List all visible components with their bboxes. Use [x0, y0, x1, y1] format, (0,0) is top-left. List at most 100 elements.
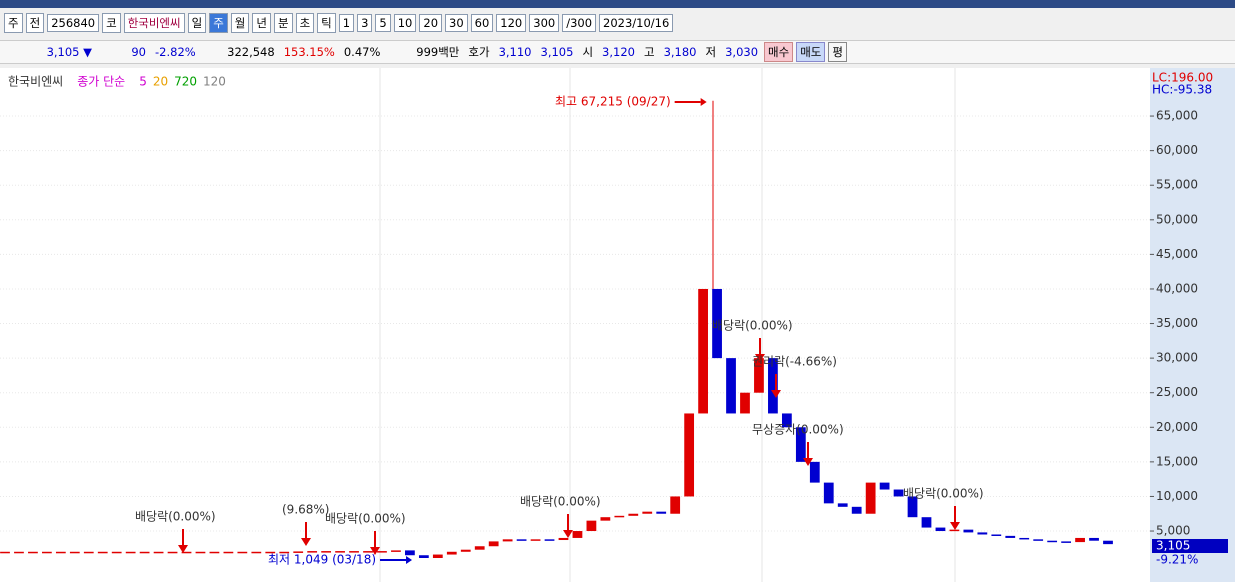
candle [516, 539, 527, 541]
toolbar-item[interactable]: 10 [393, 14, 417, 32]
toolbar-item[interactable]: 1 [338, 14, 355, 32]
arrow-head [771, 390, 781, 398]
toolbar-row: 주 전 256840 코 한국비엔씨 일 주 월 년 분 초 틱 1 3 5 10 20 30 60 120 300/3… [0, 11, 1235, 35]
toolbar-item[interactable]: 999백만 [416, 45, 460, 59]
toolbar-item[interactable]: 300 [529, 14, 560, 32]
candle [614, 515, 625, 518]
toolbar-item[interactable]: 153.15% [283, 45, 335, 59]
toolbar-item[interactable]: 30 [445, 14, 468, 32]
candle [279, 551, 290, 554]
candle [935, 527, 946, 532]
toolbar-item[interactable]: 5 [375, 14, 391, 32]
toolbar-item[interactable]: 코 [102, 13, 121, 33]
annotation: 무상증자(0.00%) [752, 423, 844, 437]
annotation: 배당락(0.00%) [325, 512, 406, 526]
toolbar-item[interactable]: 년 [252, 13, 271, 33]
candle [446, 551, 457, 555]
arrow-head [950, 522, 960, 530]
annotation: 최저 1,049 (03/18) [268, 553, 376, 567]
toolbar-item[interactable]: 90 [131, 45, 146, 59]
candle [879, 482, 890, 490]
candle [167, 551, 178, 554]
candle [335, 551, 345, 553]
toolbar-item[interactable]: 한국비엔씨 [123, 13, 185, 33]
toolbar-item[interactable]: /300 [562, 14, 597, 32]
toolbar-item[interactable]: -2.82% [155, 45, 196, 59]
toolbar-item[interactable]: 3,030 [725, 45, 759, 59]
candle [41, 551, 52, 554]
toolbar-item[interactable]: 2023/10/16 [599, 14, 674, 32]
toolbar-item[interactable]: 매수 [764, 42, 794, 62]
candle [83, 551, 94, 554]
axis-label: 3,105 [1156, 539, 1190, 553]
legend-item: 720 [174, 75, 197, 89]
candle [586, 520, 597, 532]
candle [111, 551, 122, 554]
toolbar-item[interactable]: 주 [4, 13, 23, 33]
candle [977, 532, 988, 535]
candle [795, 427, 806, 462]
y-tick-label: 35,000 [1156, 316, 1198, 330]
legend-item: 종가 단순 [77, 75, 125, 89]
candle [1033, 539, 1044, 541]
arrow-head [301, 538, 311, 546]
y-tick-label: 10,000 [1156, 489, 1198, 503]
toolbar-item[interactable]: 322,548 [227, 45, 275, 59]
toolbar-item[interactable]: 0.47% [343, 45, 381, 59]
toolbar-item[interactable]: 60 [470, 14, 494, 32]
candle [656, 511, 667, 514]
toolbar-item[interactable]: 20 [419, 14, 443, 32]
chart: 5,000 10,000 15,000 20,000 25,000 30,000 35,00… [0, 68, 1235, 582]
toolbar-item[interactable]: 3 [357, 14, 373, 32]
annotation: 권리락(-4.66%) [752, 355, 837, 369]
toolbar-item[interactable]: 일 [187, 13, 207, 33]
candle [921, 517, 932, 528]
candle [1047, 540, 1058, 543]
candle [963, 529, 974, 533]
candle [391, 550, 401, 552]
toolbar-item[interactable]: 전 [25, 13, 45, 33]
toolbar-item[interactable]: 월 [230, 13, 250, 33]
annotation: 배당락(0.00%) [520, 495, 601, 509]
y-tick-label: 45,000 [1156, 247, 1198, 261]
candle [781, 413, 792, 428]
toolbar-item[interactable]: 고 [643, 45, 655, 59]
toolbar-item[interactable]: 256840 [47, 14, 100, 32]
arrow-head [370, 547, 380, 555]
toolbar-item[interactable]: 초 [295, 13, 315, 33]
toolbar-item[interactable]: 틱 [317, 13, 336, 33]
toolbar-item[interactable]: 주 [209, 13, 228, 33]
toolbar-item[interactable]: 호가 [468, 45, 490, 59]
candle [726, 358, 736, 414]
toolbar-item[interactable]: 3,105 ▼ [46, 45, 92, 59]
candle [991, 534, 1002, 536]
toolbar-item[interactable]: 시 [582, 45, 594, 59]
toolbar-item[interactable]: 3,105 [540, 45, 574, 59]
candle [1103, 540, 1113, 545]
candle [237, 551, 248, 554]
toolbar-item[interactable]: 평 [828, 42, 847, 62]
toolbar-item[interactable]: 3,110 [498, 45, 532, 59]
candle [432, 554, 443, 559]
toolbar-item[interactable]: 120 [496, 14, 527, 32]
toolbar-item[interactable]: 3,180 [663, 45, 697, 59]
candle [488, 541, 499, 547]
candle [698, 288, 708, 414]
candle [768, 358, 778, 414]
candle [530, 539, 541, 541]
toolbar-item[interactable]: 저 [705, 45, 717, 59]
candle [14, 551, 24, 554]
candle [209, 551, 220, 554]
toolbar-item[interactable]: 3,120 [602, 45, 635, 59]
toolbar-item[interactable]: 매도 [796, 42, 826, 62]
legend-item: 20 [153, 75, 168, 89]
annotation: (9.68%) [282, 503, 329, 517]
candle [293, 551, 304, 553]
candle [1061, 541, 1072, 543]
candle [1005, 535, 1016, 538]
annotation: 배당락(0.00%) [712, 319, 793, 333]
arrow-head [803, 458, 813, 466]
candle [1075, 537, 1085, 543]
candle [837, 503, 848, 507]
toolbar-item[interactable]: 분 [273, 13, 293, 33]
